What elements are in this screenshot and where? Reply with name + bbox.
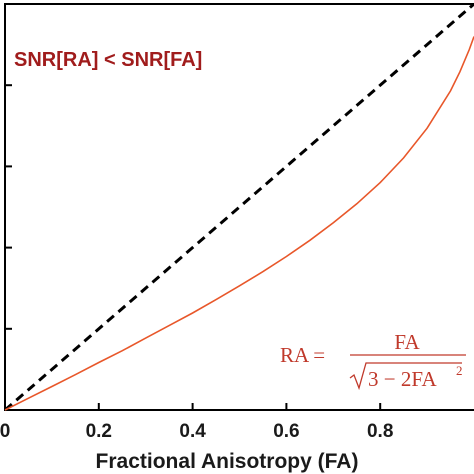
x-tick-label: 0 (0, 421, 10, 442)
x-tick-label: 0.6 (273, 421, 299, 442)
plot-frame (4, 3, 474, 411)
formula-exponent: 2 (456, 363, 463, 378)
x-axis-label: Fractional Anisotropy (FA) (96, 450, 359, 473)
formula-numerator: FA (394, 330, 420, 354)
x-tick-label: 0.2 (86, 421, 112, 442)
snr-comparison-annotation: SNR[RA] < SNR[FA] (14, 49, 202, 71)
ra-formula: RA = FA 3 − 2FA 2 (280, 330, 466, 391)
formula-radical-sign (349, 362, 462, 391)
series-layer (4, 2, 474, 412)
plot-area (4, 3, 474, 411)
x-tick-label: 0.8 (367, 421, 393, 442)
ticks-layer: 0 0.2 0.4 0.6 0.8 (0, 3, 393, 442)
series-ra-curve (4, 36, 474, 411)
formula-lhs: RA = (280, 343, 325, 367)
formula-denominator: 3 − 2FA (368, 367, 437, 391)
series-identity-dashed-line (4, 2, 474, 412)
x-tick-label: 0.4 (179, 421, 206, 442)
